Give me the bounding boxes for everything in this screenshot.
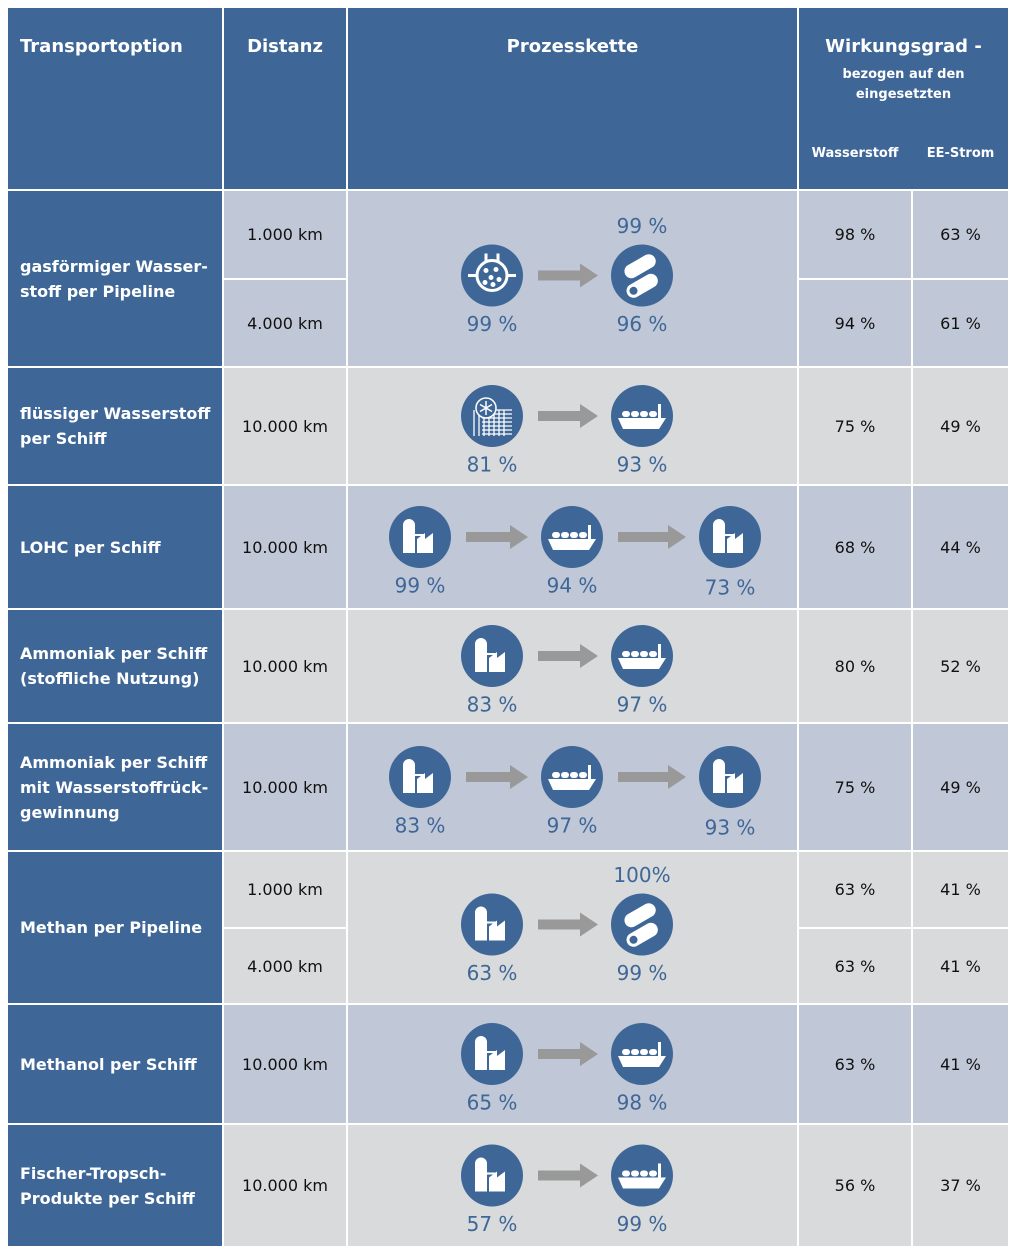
distance: 10.000 km (224, 368, 346, 484)
header-text: Prozesskette (506, 36, 639, 57)
header-cell: Prozesskette (348, 8, 797, 189)
row-label: gasförmiger Wasser-stoff per Pipeline (8, 191, 222, 366)
distance: 4.000 km (224, 929, 346, 1003)
distance: 10.000 km (224, 1125, 346, 1246)
row-label: LOHC per Schiff (8, 486, 222, 608)
process-cell (348, 368, 797, 484)
header-cell: Wirkungsgrad - bezogen auf den eingesetz… (799, 8, 1008, 189)
distance: 10.000 km (224, 1005, 346, 1123)
efficiency-h2: 98 % (799, 191, 911, 278)
efficiency-ee: 52 % (913, 610, 1008, 722)
header-cell: Transportoption (8, 8, 222, 189)
header-text: EE-Strom (926, 146, 995, 161)
efficiency-ee: 37 % (913, 1125, 1008, 1246)
row-label: flüssiger Wasserstoff per Schiff (8, 368, 222, 484)
header-text: Wasserstoff (811, 146, 899, 161)
efficiency-ee: 41 % (913, 929, 1008, 1003)
label-line: Fischer-Tropsch- (20, 1163, 167, 1183)
header-text: Transportoption (20, 36, 183, 57)
efficiency-ee: 49 % (913, 368, 1008, 484)
efficiency-ee: 49 % (913, 724, 1008, 850)
label-line: per Schiff (20, 429, 107, 448)
header-subtext: eingesetzten (855, 87, 952, 102)
label-line: LOHC per Schiff (20, 537, 161, 557)
label-line: gasförmiger Wasser- (20, 256, 208, 276)
process-cell (348, 852, 797, 1003)
row-label: Fischer-Tropsch- Produkte per Schiff (8, 1125, 222, 1246)
efficiency-ee: 41 % (913, 852, 1008, 927)
efficiency-ee: 41 % (913, 1005, 1008, 1123)
efficiency-h2: 63 % (799, 1005, 911, 1123)
efficiency-ee: 44 % (913, 486, 1008, 608)
efficiency-h2: 80 % (799, 610, 911, 722)
label-line: stoff per Pipeline (20, 281, 176, 301)
efficiency-h2: 68 % (799, 486, 911, 608)
row-label: Methanol per Schiff (8, 1005, 222, 1123)
label-line: (stoffliche Nutzung) (20, 669, 200, 688)
efficiency-h2: 75 % (799, 724, 911, 850)
distance: 10.000 km (224, 724, 346, 850)
label-line: Ammoniak per Schiff (20, 752, 208, 772)
distance: 1.000 km (224, 191, 346, 278)
label-line: Ammoniak per Schiff (20, 644, 208, 663)
efficiency-h2: 63 % (799, 852, 911, 927)
process-cell (348, 610, 797, 722)
label-line: flüssiger Wasserstoff (20, 404, 211, 423)
label-line: Methanol per Schiff (20, 1054, 197, 1074)
efficiency-h2: 94 % (799, 280, 911, 366)
efficiency-ee: 61 % (913, 280, 1008, 366)
label-line: mit Wasserstoffrück- (20, 777, 209, 797)
process-cell (348, 724, 797, 850)
distance: 4.000 km (224, 280, 346, 366)
efficiency-h2: 75 % (799, 368, 911, 484)
distance: 10.000 km (224, 486, 346, 608)
label-line: gewinnung (20, 802, 120, 822)
efficiency-h2: 56 % (799, 1125, 911, 1246)
distance: 1.000 km (224, 852, 346, 927)
row-label: Ammoniak per Schiff (stoffliche Nutzung) (8, 610, 222, 722)
header-subtext: bezogen auf den (842, 67, 965, 82)
header-text: Distanz (247, 36, 323, 57)
header-cell: Distanz (224, 8, 346, 189)
header-text: Wirkungsgrad - (825, 36, 982, 57)
row-label: Ammoniak per Schiff mit Wasserstoffrück-g… (8, 724, 222, 850)
row-label: Methan per Pipeline (8, 852, 222, 1003)
process-cell (348, 1005, 797, 1123)
efficiency-h2: 63 % (799, 929, 911, 1003)
label-line: Methan per Pipeline (20, 918, 203, 937)
label-line: Produkte per Schiff (20, 1188, 195, 1208)
process-cell (348, 191, 797, 366)
distance: 10.000 km (224, 610, 346, 722)
efficiency-ee: 63 % (913, 191, 1008, 278)
process-cell (348, 486, 797, 608)
process-cell (348, 1125, 797, 1246)
